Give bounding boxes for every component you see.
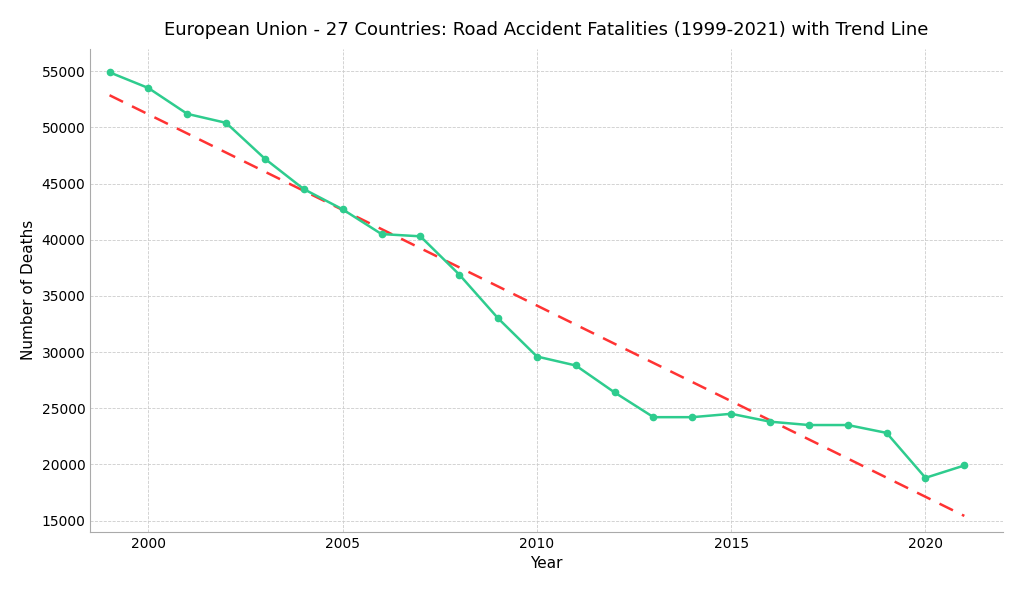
Title: European Union - 27 Countries: Road Accident Fatalities (1999-2021) with Trend L: European Union - 27 Countries: Road Acci… [165, 21, 929, 39]
X-axis label: Year: Year [530, 556, 563, 571]
Y-axis label: Number of Deaths: Number of Deaths [20, 220, 36, 361]
